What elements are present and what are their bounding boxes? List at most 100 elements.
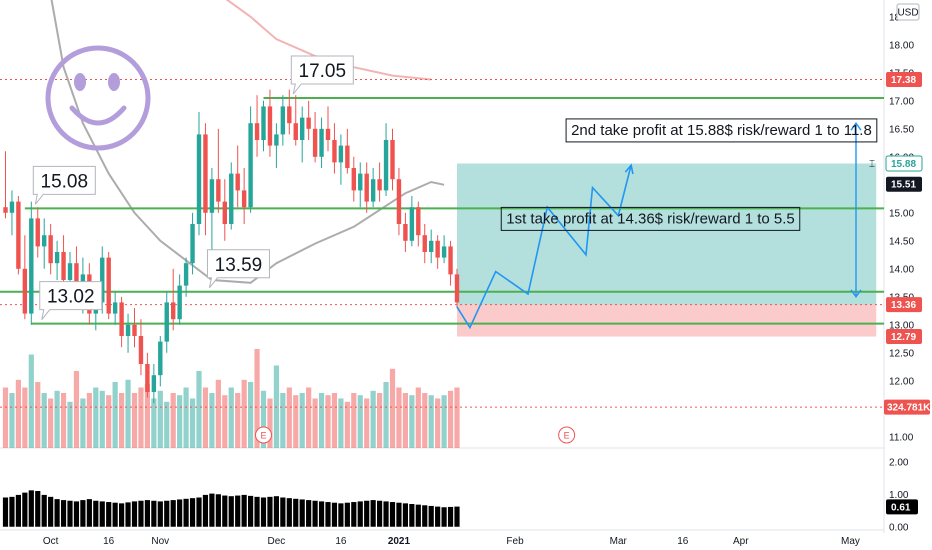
volume-bar <box>119 393 125 448</box>
price-tag: 12.79 <box>886 329 922 345</box>
price-tag-label: 13.36 <box>891 300 916 311</box>
annotation-text: 2nd take profit at 15.88$ risk/reward 1 … <box>571 122 872 139</box>
candle-body <box>312 128 318 157</box>
price-tag: 15.88 ⌶ <box>869 155 923 172</box>
indicator-bar <box>170 500 176 527</box>
range-arrow-head <box>850 121 862 131</box>
indicator-tick: 0.00 <box>889 522 909 533</box>
earnings-circle <box>255 426 272 444</box>
candle-body <box>54 252 60 264</box>
volume-bar <box>409 395 415 448</box>
volume-bar <box>54 390 60 448</box>
candle-body <box>248 123 253 208</box>
time-tick: Apr <box>733 536 749 547</box>
candle-body <box>177 285 182 320</box>
volume-bar <box>428 395 434 448</box>
volume-bar <box>441 395 447 448</box>
indicator-bar <box>106 502 112 527</box>
indicator-bar <box>422 505 428 527</box>
candle-body <box>132 324 137 336</box>
time-tick: Mar <box>610 536 628 547</box>
price-tick: 12.00 <box>889 376 914 387</box>
indicator-bar <box>235 495 241 527</box>
candle-body <box>42 235 47 247</box>
annotation: 2nd take profit at 15.88$ risk/reward 1 … <box>565 118 878 143</box>
loss-zone <box>457 304 877 337</box>
volume-bar <box>351 393 357 448</box>
candle-body <box>351 168 356 191</box>
indicator-bar <box>435 506 441 527</box>
indicator-bar <box>389 502 396 527</box>
price-tick: 12.50 <box>889 348 914 359</box>
range-arrow-head <box>850 289 862 299</box>
indicator-bar <box>112 502 118 527</box>
candle-body <box>409 207 415 241</box>
indicator-bar <box>351 502 357 527</box>
candle-body <box>158 341 163 376</box>
price-tick: 13.00 <box>889 320 914 331</box>
candle-body <box>358 173 363 191</box>
time-tick: Dec <box>268 536 286 547</box>
price-tick: 17.00 <box>889 96 914 107</box>
candle-body <box>448 246 453 275</box>
indicator-bar <box>22 492 28 527</box>
time-tick: May <box>841 536 860 547</box>
candle-body <box>3 207 8 213</box>
indicator-bar <box>241 494 247 527</box>
volume-bar <box>402 393 408 448</box>
volume-bar <box>286 387 292 448</box>
candle-body <box>229 173 234 224</box>
earnings-label: E <box>260 431 266 441</box>
volume-bar <box>60 393 67 448</box>
indicator-bar <box>222 495 228 527</box>
bubble-label: 13.02 <box>47 287 95 308</box>
indicator-bar <box>209 493 215 527</box>
candle-body <box>222 201 227 224</box>
candle-body <box>35 218 40 247</box>
indicator-bar <box>370 500 376 527</box>
volume-bar <box>138 387 144 448</box>
indicator-value-tag: 0.61 <box>886 499 918 515</box>
indicator-bar <box>99 501 105 527</box>
price-bubble: 13.59 <box>206 249 270 289</box>
candle-body <box>364 173 369 202</box>
axes-layer: 11.0011.5012.0012.5013.0013.5014.0014.50… <box>43 3 931 547</box>
price-tag: 13.36 <box>886 297 922 313</box>
volume-bar <box>196 371 202 448</box>
currency-label: USD <box>896 3 920 21</box>
candle-body <box>67 263 73 280</box>
volume-bar <box>306 387 312 448</box>
volume-bar <box>293 395 299 448</box>
indicator-bar <box>131 501 138 527</box>
earnings-label: E <box>564 431 570 441</box>
volume-bar <box>389 368 396 448</box>
volume-bar <box>99 390 105 448</box>
indicator-tick: 1.00 <box>889 490 909 501</box>
price-tick: 18.00 <box>889 40 914 51</box>
candle-body <box>61 252 66 280</box>
volume-layer <box>2 349 460 448</box>
volume-bar <box>215 379 221 448</box>
volume-bar <box>48 398 54 448</box>
candle-body <box>319 128 324 157</box>
indicator-bar <box>357 501 363 527</box>
volume-bar <box>364 398 370 448</box>
price-bubble: 13.02 <box>39 281 103 320</box>
price-tag-label: 15.51 <box>891 180 916 191</box>
indicator-bar <box>267 496 273 527</box>
volume-bar <box>435 398 441 448</box>
price-tag-label: 12.79 <box>891 332 916 343</box>
price-tick: 14.50 <box>889 236 914 247</box>
position-tool[interactable] <box>457 163 877 337</box>
indicator-bar <box>41 494 47 527</box>
indicator-bar <box>248 495 254 527</box>
drawings-layer[interactable]: 17.05 15.08 13.59 13.02 2nd take profit at 1… <box>32 45 878 444</box>
volume-bar <box>267 398 273 448</box>
volume-bar <box>67 401 73 448</box>
volume-bar <box>447 390 454 448</box>
volume-bar <box>396 387 402 448</box>
candle-body <box>306 117 311 129</box>
candle-body <box>332 140 337 163</box>
indicator-bar <box>189 498 196 527</box>
